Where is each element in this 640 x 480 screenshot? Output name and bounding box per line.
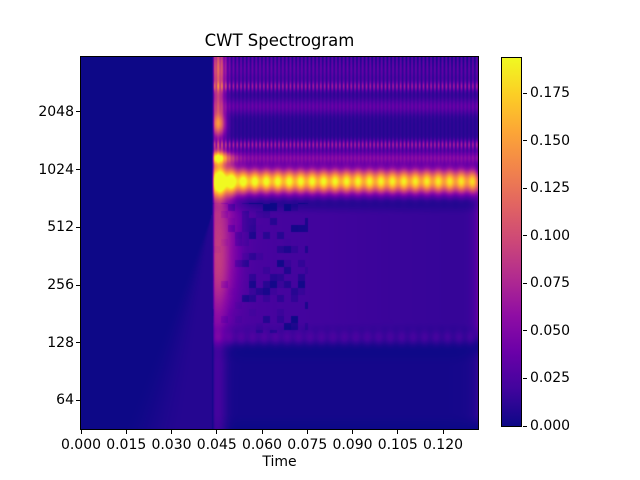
x-tick-label: 0.060 (241, 437, 283, 453)
y-tick-label: 2048 (38, 103, 74, 120)
colorbar-tick-label: 0.050 (530, 322, 571, 339)
colorbar-tick-label: 0.150 (530, 132, 571, 149)
y-tick-mark (76, 342, 80, 344)
x-tick-label: 0.015 (106, 437, 147, 453)
colorbar-tick-label: 0.100 (530, 227, 571, 244)
colorbar-tick-mark (523, 330, 527, 332)
colorbar-tick-label: 0.025 (530, 370, 571, 387)
plot-area (80, 56, 479, 430)
colorbar-tick-label: 0.125 (530, 180, 571, 197)
x-tick-mark (171, 430, 172, 434)
y-tick-mark (76, 169, 80, 171)
x-tick-mark (306, 430, 308, 434)
colorbar-tick-mark (523, 92, 527, 94)
colorbar-tick-mark (523, 235, 527, 237)
y-tick-mark (76, 111, 80, 113)
x-tick-mark (80, 430, 82, 434)
y-tick-label: 512 (47, 219, 74, 236)
colorbar-tick-mark (523, 282, 527, 284)
x-tick-mark (216, 430, 218, 434)
x-tick-mark (352, 430, 353, 434)
chart-title: CWT Spectrogram (204, 31, 355, 50)
y-tick-label: 128 (47, 334, 74, 351)
x-tick-label: 0.105 (377, 437, 418, 453)
colorbar-tick-label: 0.075 (530, 275, 571, 292)
colorbar-tick-mark (523, 425, 527, 427)
x-tick-label: 0.120 (422, 437, 464, 453)
x-tick-label: 0.030 (151, 437, 192, 453)
x-tick-mark (261, 430, 263, 434)
y-tick-label: 256 (47, 277, 74, 294)
colorbar-tick-label: 0.175 (530, 85, 571, 101)
colorbar-tick-mark (523, 187, 527, 189)
colorbar-tick-mark (523, 377, 527, 379)
heatmap-image (81, 57, 478, 429)
x-tick-label: 0.090 (332, 437, 373, 453)
x-tick-mark (125, 430, 127, 434)
colorbar-tick-label: 0.000 (530, 418, 571, 434)
y-tick-label: 1024 (38, 161, 74, 178)
y-tick-mark (76, 284, 80, 286)
x-tick-mark (442, 430, 444, 434)
colorbar-gradient (502, 58, 521, 426)
x-axis-label: Time (262, 454, 297, 470)
x-tick-label: 0.000 (60, 437, 102, 453)
x-tick-label: 0.045 (196, 437, 237, 453)
x-tick-mark (397, 430, 399, 434)
colorbar-tick-mark (523, 140, 527, 142)
x-tick-label: 0.075 (287, 437, 328, 453)
colorbar (501, 57, 522, 427)
y-tick-label: 64 (56, 392, 74, 409)
y-tick-mark (76, 226, 80, 228)
y-tick-mark (76, 399, 80, 401)
